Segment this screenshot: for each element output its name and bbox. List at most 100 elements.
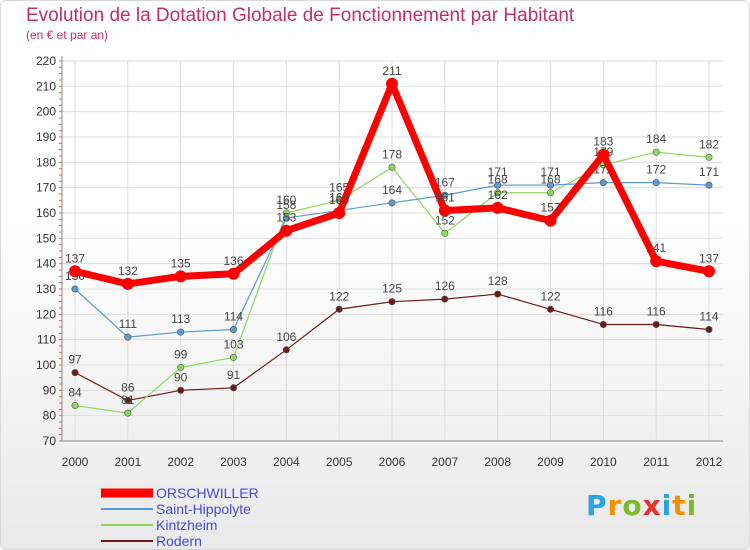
data-label: 136 bbox=[223, 254, 243, 268]
data-point bbox=[441, 229, 449, 237]
y-tick-label: 160 bbox=[36, 206, 56, 220]
data-label: 161 bbox=[435, 190, 455, 204]
data-label: 164 bbox=[382, 183, 402, 197]
x-tick-label: 2012 bbox=[696, 455, 723, 469]
data-label: 172 bbox=[646, 163, 666, 177]
data-point bbox=[282, 346, 290, 354]
logo-letter: P bbox=[586, 489, 608, 522]
data-label: 158 bbox=[276, 198, 296, 212]
data-label: 141 bbox=[646, 241, 666, 255]
y-tick-label: 120 bbox=[36, 307, 56, 321]
data-label: 91 bbox=[227, 368, 241, 382]
data-point bbox=[650, 255, 663, 268]
data-label: 171 bbox=[488, 165, 508, 179]
data-label: 122 bbox=[540, 289, 560, 303]
data-point bbox=[705, 153, 713, 161]
data-label: 160 bbox=[329, 193, 349, 207]
data-label: 184 bbox=[646, 132, 666, 146]
data-point bbox=[652, 320, 660, 328]
data-label: 81 bbox=[121, 393, 135, 407]
data-point bbox=[388, 199, 396, 207]
data-point bbox=[124, 333, 132, 341]
y-tick-label: 90 bbox=[43, 383, 57, 397]
y-tick-label: 70 bbox=[43, 434, 57, 448]
data-point bbox=[280, 224, 293, 237]
data-label: 182 bbox=[699, 137, 719, 151]
data-point bbox=[230, 326, 238, 334]
data-point bbox=[121, 277, 134, 290]
x-tick-label: 2003 bbox=[220, 455, 247, 469]
data-label: 116 bbox=[647, 304, 666, 318]
data-label: 84 bbox=[68, 386, 82, 400]
y-tick-label: 110 bbox=[37, 333, 56, 347]
data-label: 178 bbox=[382, 147, 402, 161]
data-point bbox=[546, 181, 554, 189]
data-point bbox=[597, 148, 610, 161]
logo-letter: i bbox=[661, 489, 673, 522]
legend-label: Kintzheim bbox=[156, 517, 217, 533]
data-label: 125 bbox=[382, 282, 402, 296]
y-tick-label: 170 bbox=[36, 181, 56, 195]
data-label: 157 bbox=[540, 201, 560, 215]
logo-letter: x bbox=[642, 489, 662, 522]
data-point bbox=[438, 204, 451, 217]
y-tick-label: 100 bbox=[36, 358, 56, 372]
data-label: 165 bbox=[329, 180, 349, 194]
data-point bbox=[386, 77, 398, 90]
y-tick-label: 180 bbox=[36, 155, 56, 169]
data-point bbox=[177, 328, 185, 336]
data-label: 168 bbox=[488, 173, 508, 187]
y-tick-label: 210 bbox=[36, 79, 56, 93]
data-label: 135 bbox=[171, 256, 191, 270]
data-label: 153 bbox=[276, 211, 296, 225]
chart-subtitle: (en € et par an) bbox=[26, 28, 109, 42]
data-point bbox=[174, 270, 187, 283]
data-point bbox=[546, 305, 554, 313]
data-point bbox=[388, 163, 396, 171]
data-label: 86 bbox=[121, 380, 135, 394]
data-point bbox=[335, 305, 343, 313]
data-label: 171 bbox=[540, 165, 560, 179]
data-point bbox=[230, 353, 238, 361]
data-point bbox=[69, 265, 81, 278]
data-point bbox=[494, 189, 502, 197]
data-label: 162 bbox=[488, 188, 508, 202]
y-tick-label: 80 bbox=[43, 409, 57, 423]
logo-letter: o bbox=[622, 489, 643, 522]
data-label: 97 bbox=[68, 353, 82, 367]
x-tick-label: 2006 bbox=[379, 455, 406, 469]
data-point bbox=[282, 214, 290, 222]
y-tick-label: 130 bbox=[36, 282, 56, 296]
data-label: 90 bbox=[174, 370, 188, 384]
data-point bbox=[494, 290, 502, 298]
data-label: 114 bbox=[699, 310, 718, 324]
chart-title: Evolution de la Dotation Globale de Fonc… bbox=[26, 5, 575, 26]
data-point bbox=[177, 364, 185, 372]
data-label: 128 bbox=[488, 274, 508, 288]
data-point bbox=[491, 201, 504, 214]
data-label: 137 bbox=[699, 251, 719, 265]
data-point bbox=[703, 265, 715, 278]
data-point bbox=[227, 267, 240, 280]
y-tick-label: 150 bbox=[36, 231, 56, 245]
logo-letter: r bbox=[607, 489, 623, 522]
data-point bbox=[388, 298, 396, 306]
y-tick-label: 200 bbox=[36, 105, 56, 119]
x-tick-label: 2009 bbox=[537, 455, 564, 469]
data-label: 99 bbox=[174, 348, 188, 362]
legend-label: Saint-Hippolyte bbox=[156, 501, 251, 517]
data-point bbox=[71, 285, 79, 293]
x-tick-label: 2010 bbox=[590, 455, 617, 469]
data-label: 103 bbox=[223, 337, 243, 351]
data-point bbox=[494, 181, 502, 189]
data-label: 167 bbox=[435, 175, 455, 189]
data-label: 111 bbox=[119, 317, 138, 331]
data-point bbox=[71, 402, 79, 410]
data-point bbox=[705, 181, 713, 189]
x-tick-label: 2011 bbox=[643, 455, 669, 469]
proxiti-logo: Proxiti bbox=[586, 489, 697, 522]
data-point bbox=[441, 295, 449, 303]
x-tick-label: 2007 bbox=[431, 455, 458, 469]
